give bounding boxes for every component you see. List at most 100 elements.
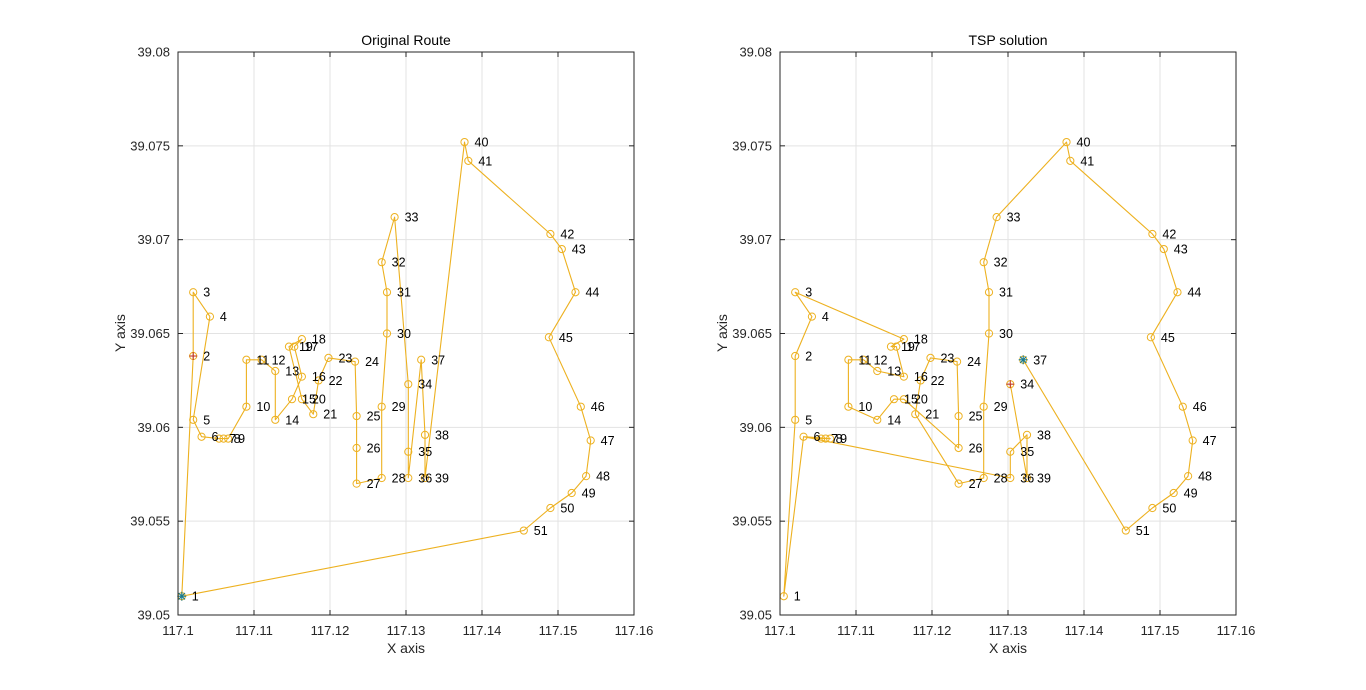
point-label: 4 <box>220 310 227 324</box>
point-marker <box>567 488 576 498</box>
point-marker <box>314 376 323 385</box>
point-label: 40 <box>1077 136 1091 150</box>
point-marker <box>271 366 280 376</box>
x-tick-label: 117.14 <box>1065 623 1104 638</box>
point-marker <box>214 434 224 443</box>
point-marker <box>1006 447 1015 456</box>
point-marker <box>557 244 566 254</box>
y-tick-label: 39.05 <box>137 608 170 623</box>
point-marker <box>899 395 908 404</box>
point-label: 5 <box>805 413 812 427</box>
point-marker <box>859 355 868 364</box>
point-label: 30 <box>397 327 411 341</box>
point-marker <box>544 333 553 342</box>
point-label: 46 <box>1193 400 1207 414</box>
point-marker <box>1188 436 1197 445</box>
point-marker <box>1159 244 1168 254</box>
point-label: 42 <box>1162 228 1176 242</box>
point-marker <box>1062 137 1071 147</box>
point-label: 48 <box>596 470 610 484</box>
point-label: 41 <box>478 154 492 168</box>
point-label: 20 <box>914 393 928 407</box>
y-tick-label: 39.055 <box>130 514 170 529</box>
x-axis-label: X axis <box>387 640 425 656</box>
y-tick-label: 39.065 <box>130 326 170 341</box>
point-label: 23 <box>940 351 954 365</box>
point-label: 49 <box>582 487 596 501</box>
point-marker <box>546 503 555 513</box>
route-layer <box>783 141 1194 597</box>
point-marker <box>954 411 963 421</box>
point-marker <box>420 430 430 439</box>
point-label: 34 <box>418 378 432 392</box>
point-label: 8 <box>234 432 241 446</box>
y-axis-label: Y axis <box>714 314 730 352</box>
point-marker <box>791 288 800 297</box>
point-marker <box>799 432 808 441</box>
x-tick-label: 117.1 <box>162 623 194 638</box>
point-label: 37 <box>1033 353 1047 367</box>
point-label: 1 <box>192 590 199 604</box>
point-label: 24 <box>365 355 379 369</box>
point-marker <box>242 355 251 364</box>
point-label: 26 <box>969 441 983 455</box>
end-point-marker <box>1006 380 1015 389</box>
x-tick-label: 117.13 <box>989 623 1028 638</box>
point-marker <box>791 351 800 361</box>
point-marker <box>460 137 469 147</box>
point-marker <box>582 472 591 481</box>
point-label: 19 <box>901 340 915 354</box>
point-label: 47 <box>1203 434 1217 448</box>
end-point-marker <box>189 352 198 361</box>
x-tick-label: 117.12 <box>913 623 952 638</box>
point-label: 35 <box>418 445 432 459</box>
point-label: 33 <box>1007 211 1021 225</box>
point-label: 11 <box>256 353 269 367</box>
point-label: 50 <box>1162 502 1176 516</box>
point-label: 13 <box>887 365 901 379</box>
y-tick-label: 39.06 <box>137 420 170 435</box>
point-marker <box>892 342 901 351</box>
point-label: 15 <box>904 393 918 407</box>
route-layer <box>181 141 592 597</box>
point-label: 44 <box>585 286 599 300</box>
start-marker-stroke <box>1019 356 1027 364</box>
point-label: 3 <box>805 286 812 300</box>
point-label: 16 <box>312 370 326 384</box>
point-label: 11 <box>858 353 871 367</box>
point-label: 31 <box>397 286 411 300</box>
point-marker <box>350 357 360 366</box>
point-marker <box>844 355 853 364</box>
point-label: 12 <box>272 353 286 367</box>
point-marker <box>586 436 595 445</box>
point-label: 43 <box>1174 243 1188 257</box>
point-label: 43 <box>572 243 586 257</box>
start-point-marker <box>177 591 187 601</box>
point-label: 13 <box>285 365 299 379</box>
point-label: 48 <box>1198 470 1212 484</box>
point-label: 44 <box>1187 286 1201 300</box>
point-label: 30 <box>999 327 1013 341</box>
point-marker <box>189 415 198 424</box>
y-tick-label: 39.08 <box>739 45 772 60</box>
x-tick-label: 117.15 <box>1141 623 1180 638</box>
point-marker <box>984 288 994 297</box>
point-marker <box>1006 473 1015 483</box>
point-label: 37 <box>431 353 445 367</box>
point-marker <box>382 288 392 297</box>
point-marker <box>417 355 426 364</box>
y-tick-label: 39.075 <box>732 138 772 153</box>
point-label: 51 <box>1136 524 1150 538</box>
point-label: 7 <box>831 432 838 446</box>
y-tick-label: 39.055 <box>732 514 772 529</box>
point-label: 6 <box>814 430 821 444</box>
point-label: 51 <box>534 524 548 538</box>
point-label: 21 <box>925 408 939 422</box>
point-label: 45 <box>559 331 573 345</box>
route-line <box>181 141 592 597</box>
y-tick-label: 39.07 <box>739 232 772 247</box>
tick-layer: 117.1 117.11 117.12 117.13 117.14 117.15 117.1… <box>130 45 653 639</box>
